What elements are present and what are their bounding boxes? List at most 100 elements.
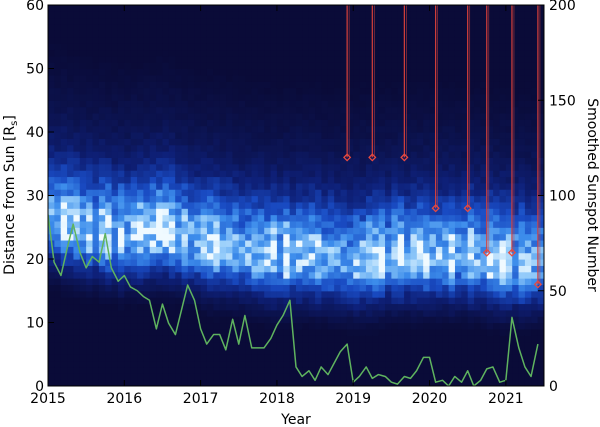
heatmap-cell (296, 316, 303, 324)
heatmap-cell (187, 62, 195, 70)
heatmap-cell (187, 316, 195, 324)
heatmap-cell (264, 290, 272, 298)
heatmap-cell (276, 354, 284, 362)
heatmap-cell (238, 62, 246, 70)
heatmap-cell (429, 55, 437, 63)
heatmap-cell (156, 284, 164, 292)
heatmap-cell (86, 151, 94, 158)
heatmap-cell (505, 151, 513, 158)
heatmap-cell (435, 335, 443, 343)
heatmap-cell (512, 100, 520, 108)
heatmap-cell (537, 360, 544, 368)
heatmap-cell (73, 366, 81, 374)
heatmap-cell (124, 303, 132, 311)
heatmap-cell (448, 341, 456, 349)
heatmap-cell (48, 163, 55, 171)
heatmap-cell (105, 163, 113, 171)
heatmap-cell (524, 151, 532, 158)
heatmap-cell (48, 157, 55, 165)
heatmap-cell (67, 93, 75, 101)
heatmap-cell (486, 220, 494, 228)
heatmap-cell (372, 278, 380, 285)
heatmap-cell (454, 322, 462, 330)
heatmap-cell (175, 138, 183, 146)
heatmap-cell (219, 144, 227, 152)
heatmap-cell (531, 55, 539, 63)
heatmap-cell (194, 246, 202, 254)
heatmap-cell (359, 328, 367, 336)
heatmap-cell (162, 284, 170, 292)
heatmap-cell (168, 189, 176, 197)
heatmap-cell (404, 30, 412, 38)
heatmap-cell (73, 322, 81, 330)
heatmap-cell (219, 30, 227, 38)
heatmap-cell (537, 220, 544, 228)
heatmap-cell (340, 239, 348, 247)
heatmap-cell (454, 112, 462, 120)
heatmap-cell (67, 360, 75, 368)
heatmap-cell (187, 189, 195, 197)
heatmap-cell (124, 87, 132, 95)
heatmap-cell (79, 366, 87, 374)
heatmap-cell (410, 125, 418, 133)
heatmap-cell (429, 62, 437, 70)
heatmap-cell (461, 322, 469, 330)
heatmap-cell (480, 354, 488, 362)
heatmap-cell (454, 138, 462, 146)
heatmap-cell (73, 119, 81, 127)
heatmap-cell (474, 151, 482, 158)
heatmap-cell (454, 195, 462, 203)
heatmap-cell (73, 138, 81, 146)
heatmap-cell (54, 5, 62, 12)
heatmap-cell (302, 322, 310, 330)
heatmap-cell (518, 151, 526, 158)
heatmap-cell (67, 354, 75, 362)
heatmap-cell (162, 119, 170, 127)
heatmap-cell (334, 265, 342, 273)
heatmap-cell (493, 341, 501, 349)
marker-point (507, 248, 517, 257)
heatmap-cell (391, 189, 399, 197)
heatmap-cell (391, 119, 399, 127)
heatmap-cell (98, 360, 106, 368)
heatmap-cell (67, 68, 75, 76)
heatmap-cell (499, 119, 507, 127)
heatmap-cell (105, 347, 113, 355)
heatmap-cell (435, 347, 443, 355)
heatmap-cell (353, 5, 361, 12)
heatmap-cell (410, 341, 418, 349)
heatmap-cell (518, 36, 526, 44)
heatmap-cell (442, 347, 450, 355)
heatmap-cell (442, 373, 450, 381)
heatmap-cell (429, 119, 437, 127)
heatmap-cell (359, 36, 367, 44)
heatmap-cell (187, 239, 195, 247)
heatmap-cell (493, 347, 501, 355)
heatmap-cell (245, 93, 253, 101)
heatmap-cell (365, 233, 373, 241)
heatmap-cell (187, 5, 195, 12)
heatmap-cell (537, 119, 544, 127)
heatmap-cell (264, 74, 272, 82)
heatmap-cell (98, 347, 106, 355)
heatmap-cell (73, 144, 81, 152)
heatmap-cell (156, 316, 164, 324)
heatmap-cell (480, 163, 488, 171)
heatmap-cell (276, 239, 284, 247)
heatmap-cell (429, 208, 437, 216)
heatmap-cell (512, 11, 520, 19)
heatmap-cell (137, 252, 144, 260)
heatmap-cell (296, 233, 303, 241)
heatmap-cell (454, 119, 462, 127)
heatmap-cell (289, 144, 297, 152)
heatmap-cell (200, 195, 208, 203)
heatmap-cell (289, 93, 297, 101)
heatmap-cell (448, 144, 456, 152)
heatmap-cell (60, 55, 68, 63)
heatmap-cell (111, 24, 119, 31)
heatmap-cell (187, 17, 195, 25)
heatmap-cell (213, 373, 221, 381)
heatmap-cell (480, 239, 488, 247)
heatmap-cell (448, 271, 456, 279)
heatmap-cell (378, 112, 386, 120)
